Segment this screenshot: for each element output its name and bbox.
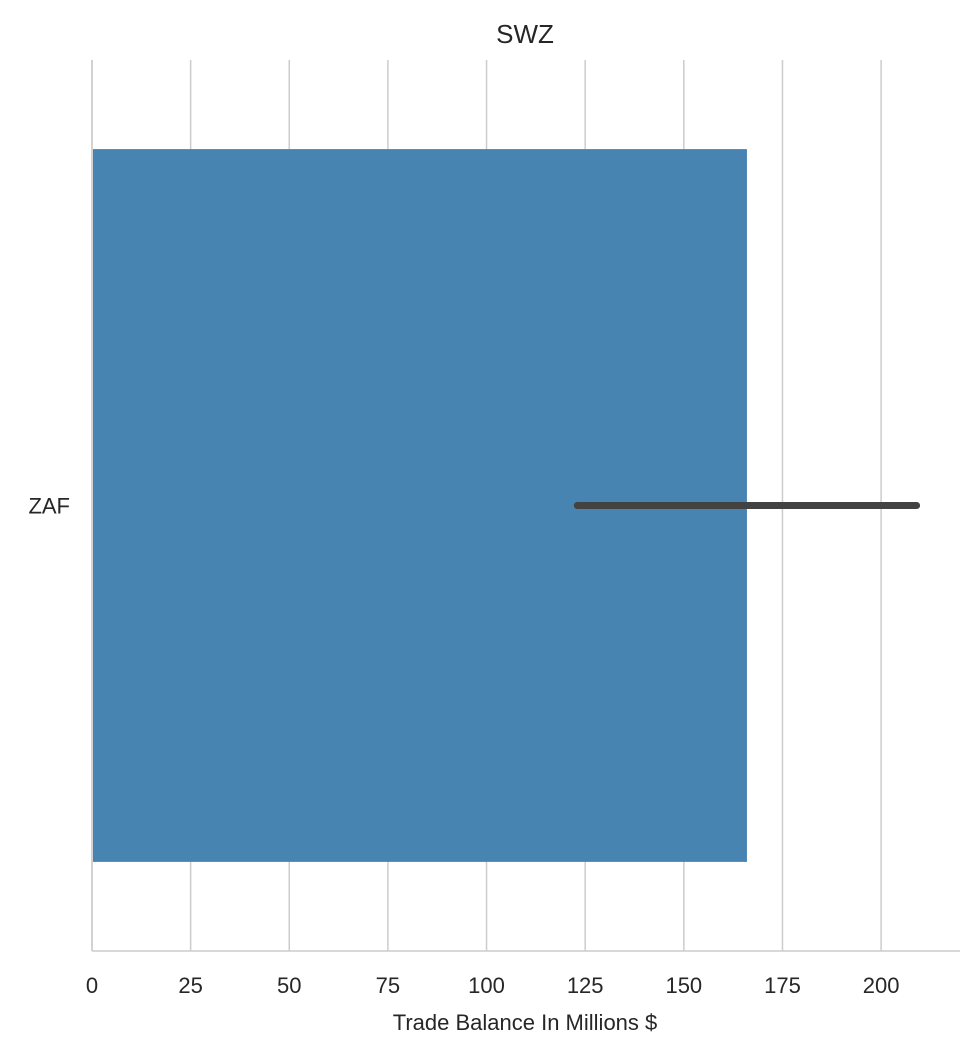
- x-tick-labels: 0 25 50 75 100 125 150 175 200: [86, 973, 900, 998]
- chart-title: SWZ: [496, 19, 554, 49]
- x-tick-label-125: 125: [567, 973, 604, 998]
- y-tick-label-zaf: ZAF: [28, 494, 70, 519]
- x-tick-label-75: 75: [376, 973, 400, 998]
- x-tick-label-25: 25: [178, 973, 202, 998]
- x-tick-label-150: 150: [665, 973, 702, 998]
- x-axis-label: Trade Balance In Millions $: [393, 1010, 658, 1035]
- y-tick-labels: ZAF: [28, 494, 70, 519]
- x-tick-label-100: 100: [468, 973, 505, 998]
- x-tick-label-50: 50: [277, 973, 301, 998]
- x-tick-label-200: 200: [863, 973, 900, 998]
- x-tick-label-0: 0: [86, 973, 98, 998]
- axes-spines: [91, 60, 960, 952]
- x-tick-label-175: 175: [764, 973, 801, 998]
